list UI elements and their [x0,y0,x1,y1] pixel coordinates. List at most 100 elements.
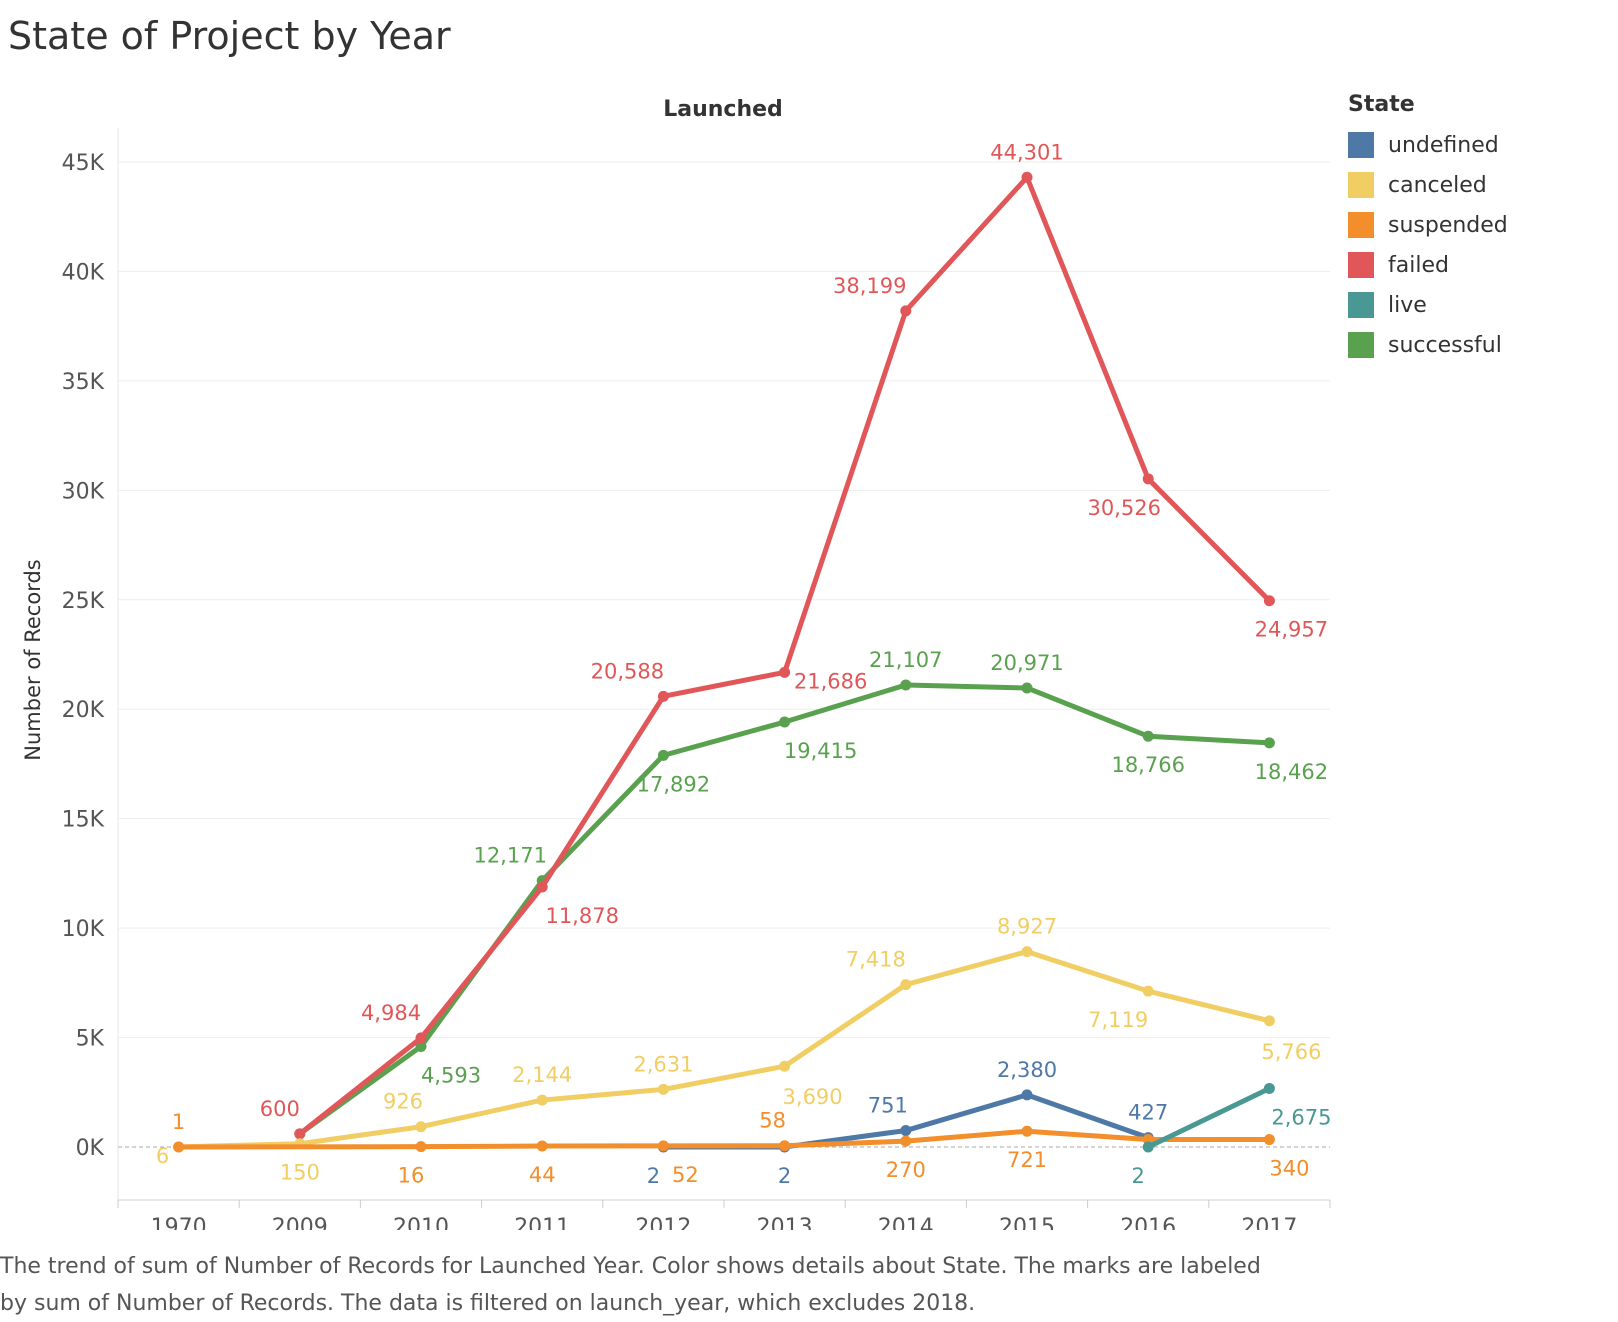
data-label-suspended: 52 [672,1163,699,1187]
data-point-suspended [657,1140,669,1152]
data-label-undefined: 751 [868,1094,908,1118]
data-point-suspended [536,1140,548,1152]
data-label-live: 2 [1132,1164,1145,1188]
data-label-failed: 11,878 [545,904,618,928]
data-label-canceled: 2,144 [512,1063,572,1087]
x-tick-label: 2009 [272,1215,328,1230]
data-label-successful: 18,766 [1111,753,1184,777]
data-point-failed [294,1128,306,1140]
x-tick-label: 2016 [1120,1215,1176,1230]
data-label-failed: 600 [260,1097,300,1121]
data-label-failed: 24,957 [1255,618,1328,642]
legend-item-undefined[interactable]: undefined [1348,125,1508,165]
data-label-suspended: 1 [172,1110,185,1134]
data-point-successful [657,749,669,761]
data-label-failed: 20,588 [591,659,664,683]
data-point-failed [415,1032,427,1044]
y-tick-label: 45K [62,151,105,176]
data-point-suspended [173,1141,185,1153]
legend-label: canceled [1388,172,1487,198]
y-tick-label: 15K [62,808,105,833]
legend-swatch [1348,332,1374,358]
legend: State undefined canceled suspended failed li… [1348,92,1508,365]
data-point-suspended [1263,1134,1275,1146]
x-tick-label: 2013 [757,1215,813,1230]
data-point-undefined [900,1125,912,1137]
y-tick-label: 10K [62,917,105,942]
legend-label: undefined [1388,132,1499,158]
series-suspended [173,1125,1275,1153]
legend-label: successful [1388,332,1502,358]
data-label-successful: 18,462 [1255,760,1328,784]
data-point-canceled [1142,985,1154,997]
data-label-failed: 4,984 [361,1001,421,1025]
data-label-suspended: 340 [1269,1157,1309,1181]
legend-swatch [1348,172,1374,198]
data-label-undefined: 2 [647,1164,660,1188]
legend-item-successful[interactable]: successful [1348,325,1508,365]
x-tick-label: 2015 [999,1215,1055,1230]
series-lines [173,171,1275,1153]
data-label-failed: 21,686 [794,669,867,693]
data-label-failed: 30,526 [1087,496,1160,520]
data-labels: 4,593 12,171 17,892 19,415 21,107 20,971 18,76… [156,140,1332,1188]
data-label-canceled: 5,766 [1261,1040,1321,1064]
data-point-live [1142,1141,1154,1153]
series-failed [294,171,1275,1140]
data-label-canceled: 6 [156,1144,169,1168]
data-point-failed [657,690,669,702]
data-label-canceled: 7,418 [846,948,906,972]
data-point-canceled [415,1121,427,1133]
data-point-suspended [1021,1125,1033,1137]
legend-label: live [1388,292,1427,318]
legend-item-suspended[interactable]: suspended [1348,205,1508,245]
data-label-suspended: 16 [398,1164,425,1188]
legend-label: failed [1388,252,1449,278]
legend-item-failed[interactable]: failed [1348,245,1508,285]
data-label-failed: 38,199 [833,274,906,298]
data-point-canceled [779,1060,791,1072]
data-point-suspended [415,1141,427,1153]
data-label-canceled: 3,690 [783,1085,843,1109]
y-tick-label: 30K [62,479,105,504]
legend-item-canceled[interactable]: canceled [1348,165,1508,205]
data-label-suspended: 721 [1007,1148,1047,1172]
data-point-failed [900,305,912,317]
column-header: Launched [663,97,783,122]
data-point-successful [900,679,912,691]
legend-swatch [1348,252,1374,278]
data-label-successful: 12,171 [473,844,546,868]
data-point-undefined [1021,1089,1033,1101]
y-tick-label: 35K [62,370,105,395]
data-point-successful [1263,737,1275,749]
data-point-canceled [536,1094,548,1106]
data-label-live: 2,675 [1271,1105,1331,1129]
data-label-suspended: 270 [886,1158,926,1182]
series-live [1142,1082,1275,1153]
y-tick-label: 20K [62,698,105,723]
x-tick-label: 2011 [514,1215,570,1230]
data-label-successful: 21,107 [869,648,942,672]
legend-item-live[interactable]: live [1348,285,1508,325]
data-point-canceled [1021,946,1033,958]
legend-label: suspended [1388,212,1508,238]
data-label-successful: 17,892 [637,772,710,796]
y-axis-label: Number of Records [21,559,45,760]
data-label-suspended: 44 [529,1163,556,1187]
x-tick-label: 2012 [635,1215,691,1230]
data-point-suspended [900,1135,912,1147]
data-point-canceled [1263,1015,1275,1027]
x-tick-label: 1970 [151,1215,207,1230]
data-point-canceled [900,979,912,991]
x-tick-label: 2017 [1241,1215,1297,1230]
data-point-suspended [779,1140,791,1152]
data-label-canceled: 150 [280,1161,320,1185]
data-point-live [1263,1082,1275,1094]
caption-line-2: by sum of Number of Records. The data is… [0,1291,976,1316]
y-tick-label: 0K [76,1136,105,1161]
data-label-canceled: 2,631 [633,1052,693,1076]
legend-swatch [1348,292,1374,318]
data-point-failed [1263,595,1275,607]
chart-caption: The trend of sum of Number of Records fo… [0,1248,1600,1322]
